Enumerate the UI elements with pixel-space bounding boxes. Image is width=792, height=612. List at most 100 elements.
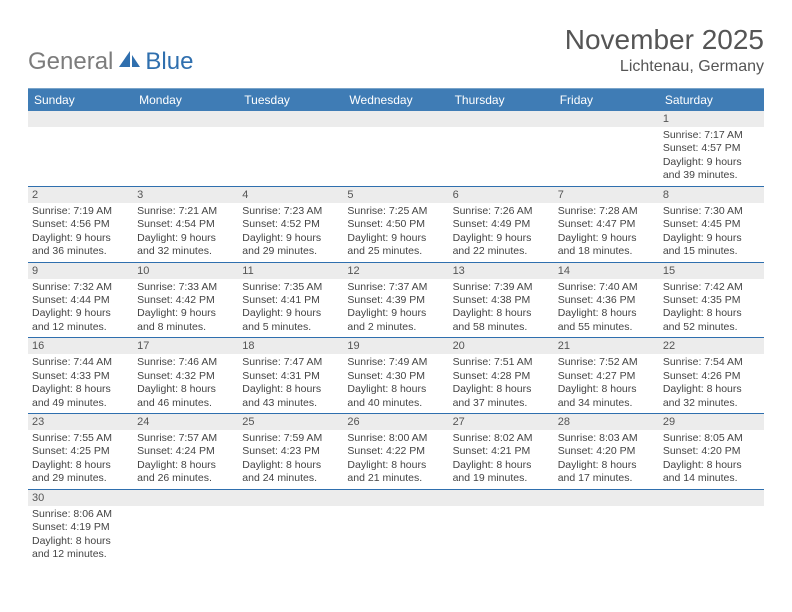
- daylight-text-1: Daylight: 8 hours: [242, 459, 339, 472]
- week-row: Sunrise: 8:06 AMSunset: 4:19 PMDaylight:…: [28, 506, 764, 565]
- day-number: 1: [659, 111, 764, 127]
- sunrise-text: Sunrise: 7:28 AM: [558, 205, 655, 218]
- sunset-text: Sunset: 4:56 PM: [32, 218, 129, 231]
- sunset-text: Sunset: 4:44 PM: [32, 294, 129, 307]
- day-number: [554, 111, 659, 115]
- daylight-text-1: Daylight: 8 hours: [32, 459, 129, 472]
- daylight-text-1: Daylight: 8 hours: [453, 307, 550, 320]
- sunrise-text: Sunrise: 7:37 AM: [347, 281, 444, 294]
- sunset-text: Sunset: 4:21 PM: [453, 445, 550, 458]
- sunset-text: Sunset: 4:28 PM: [453, 370, 550, 383]
- day-cell: Sunrise: 7:23 AMSunset: 4:52 PMDaylight:…: [238, 203, 343, 262]
- day-details: Sunrise: 7:44 AMSunset: 4:33 PMDaylight:…: [28, 354, 133, 413]
- day-details: Sunrise: 7:49 AMSunset: 4:30 PMDaylight:…: [343, 354, 448, 413]
- sunrise-text: Sunrise: 7:51 AM: [453, 356, 550, 369]
- day-cell: Sunrise: 7:49 AMSunset: 4:30 PMDaylight:…: [343, 354, 448, 413]
- day-cell-number: 10: [133, 262, 238, 279]
- day-cell-number: 24: [133, 414, 238, 431]
- daylight-text-2: and 40 minutes.: [347, 397, 444, 410]
- day-cell-number: 27: [449, 414, 554, 431]
- daynum-row: 16171819202122: [28, 338, 764, 355]
- day-cell: Sunrise: 7:59 AMSunset: 4:23 PMDaylight:…: [238, 430, 343, 489]
- daylight-text-1: Daylight: 9 hours: [242, 232, 339, 245]
- daylight-text-2: and 15 minutes.: [663, 245, 760, 258]
- col-wednesday: Wednesday: [343, 89, 448, 111]
- day-cell-number: 8: [659, 186, 764, 203]
- location-label: Lichtenau, Germany: [565, 58, 764, 76]
- week-row: Sunrise: 7:55 AMSunset: 4:25 PMDaylight:…: [28, 430, 764, 489]
- day-cell-number: 1: [659, 111, 764, 127]
- daylight-text-1: Daylight: 9 hours: [453, 232, 550, 245]
- day-details: Sunrise: 8:00 AMSunset: 4:22 PMDaylight:…: [343, 430, 448, 489]
- sunrise-text: Sunrise: 7:47 AM: [242, 356, 339, 369]
- day-cell-number: 15: [659, 262, 764, 279]
- sunrise-text: Sunrise: 7:33 AM: [137, 281, 234, 294]
- day-cell-number: 23: [28, 414, 133, 431]
- sunrise-text: Sunrise: 8:06 AM: [32, 508, 129, 521]
- day-cell-number: [133, 111, 238, 127]
- day-cell: [133, 506, 238, 565]
- day-cell: Sunrise: 8:05 AMSunset: 4:20 PMDaylight:…: [659, 430, 764, 489]
- day-number: 19: [343, 338, 448, 354]
- day-cell: [554, 127, 659, 186]
- day-cell: Sunrise: 7:39 AMSunset: 4:38 PMDaylight:…: [449, 279, 554, 338]
- col-sunday: Sunday: [28, 89, 133, 111]
- daylight-text-1: Daylight: 8 hours: [663, 383, 760, 396]
- day-details: Sunrise: 7:32 AMSunset: 4:44 PMDaylight:…: [28, 279, 133, 338]
- day-cell: Sunrise: 8:02 AMSunset: 4:21 PMDaylight:…: [449, 430, 554, 489]
- day-cell: Sunrise: 7:35 AMSunset: 4:41 PMDaylight:…: [238, 279, 343, 338]
- day-number: 2: [28, 187, 133, 203]
- day-number: 6: [449, 187, 554, 203]
- daylight-text-1: Daylight: 8 hours: [558, 383, 655, 396]
- day-number: [343, 490, 448, 494]
- sunrise-text: Sunrise: 7:55 AM: [32, 432, 129, 445]
- daylight-text-2: and 17 minutes.: [558, 472, 655, 485]
- daylight-text-1: Daylight: 8 hours: [347, 383, 444, 396]
- sunrise-text: Sunrise: 7:39 AM: [453, 281, 550, 294]
- brand-general: General: [28, 48, 113, 76]
- daynum-row: 2345678: [28, 186, 764, 203]
- day-cell-number: 7: [554, 186, 659, 203]
- daylight-text-1: Daylight: 9 hours: [137, 307, 234, 320]
- daylight-text-1: Daylight: 8 hours: [32, 383, 129, 396]
- day-cell: Sunrise: 7:21 AMSunset: 4:54 PMDaylight:…: [133, 203, 238, 262]
- day-cell-number: 21: [554, 338, 659, 355]
- day-cell: [28, 127, 133, 186]
- day-cell: [449, 506, 554, 565]
- day-details: Sunrise: 7:25 AMSunset: 4:50 PMDaylight:…: [343, 203, 448, 262]
- day-cell-number: 12: [343, 262, 448, 279]
- day-number: [133, 490, 238, 494]
- daylight-text-1: Daylight: 9 hours: [558, 232, 655, 245]
- sunrise-text: Sunrise: 8:05 AM: [663, 432, 760, 445]
- day-cell: [449, 127, 554, 186]
- day-cell: Sunrise: 8:06 AMSunset: 4:19 PMDaylight:…: [28, 506, 133, 565]
- day-number: 28: [554, 414, 659, 430]
- day-cell: Sunrise: 7:17 AMSunset: 4:57 PMDaylight:…: [659, 127, 764, 186]
- day-details: Sunrise: 7:54 AMSunset: 4:26 PMDaylight:…: [659, 354, 764, 413]
- sunrise-text: Sunrise: 7:23 AM: [242, 205, 339, 218]
- day-cell: Sunrise: 7:30 AMSunset: 4:45 PMDaylight:…: [659, 203, 764, 262]
- sunset-text: Sunset: 4:38 PM: [453, 294, 550, 307]
- day-cell-number: 14: [554, 262, 659, 279]
- day-cell-number: 18: [238, 338, 343, 355]
- week-row: Sunrise: 7:17 AMSunset: 4:57 PMDaylight:…: [28, 127, 764, 186]
- sunset-text: Sunset: 4:32 PM: [137, 370, 234, 383]
- sunset-text: Sunset: 4:33 PM: [32, 370, 129, 383]
- sunset-text: Sunset: 4:30 PM: [347, 370, 444, 383]
- day-number: 23: [28, 414, 133, 430]
- day-cell-number: 5: [343, 186, 448, 203]
- day-details: Sunrise: 7:35 AMSunset: 4:41 PMDaylight:…: [238, 279, 343, 338]
- sunset-text: Sunset: 4:47 PM: [558, 218, 655, 231]
- day-cell-number: 29: [659, 414, 764, 431]
- day-cell: [343, 506, 448, 565]
- day-number: 17: [133, 338, 238, 354]
- daylight-text-1: Daylight: 8 hours: [558, 459, 655, 472]
- day-details: Sunrise: 7:51 AMSunset: 4:28 PMDaylight:…: [449, 354, 554, 413]
- sunrise-text: Sunrise: 7:26 AM: [453, 205, 550, 218]
- sunset-text: Sunset: 4:57 PM: [663, 142, 760, 155]
- day-cell: Sunrise: 7:37 AMSunset: 4:39 PMDaylight:…: [343, 279, 448, 338]
- daylight-text-2: and 12 minutes.: [32, 548, 129, 561]
- sunrise-text: Sunrise: 7:54 AM: [663, 356, 760, 369]
- sunset-text: Sunset: 4:45 PM: [663, 218, 760, 231]
- day-details: Sunrise: 7:28 AMSunset: 4:47 PMDaylight:…: [554, 203, 659, 262]
